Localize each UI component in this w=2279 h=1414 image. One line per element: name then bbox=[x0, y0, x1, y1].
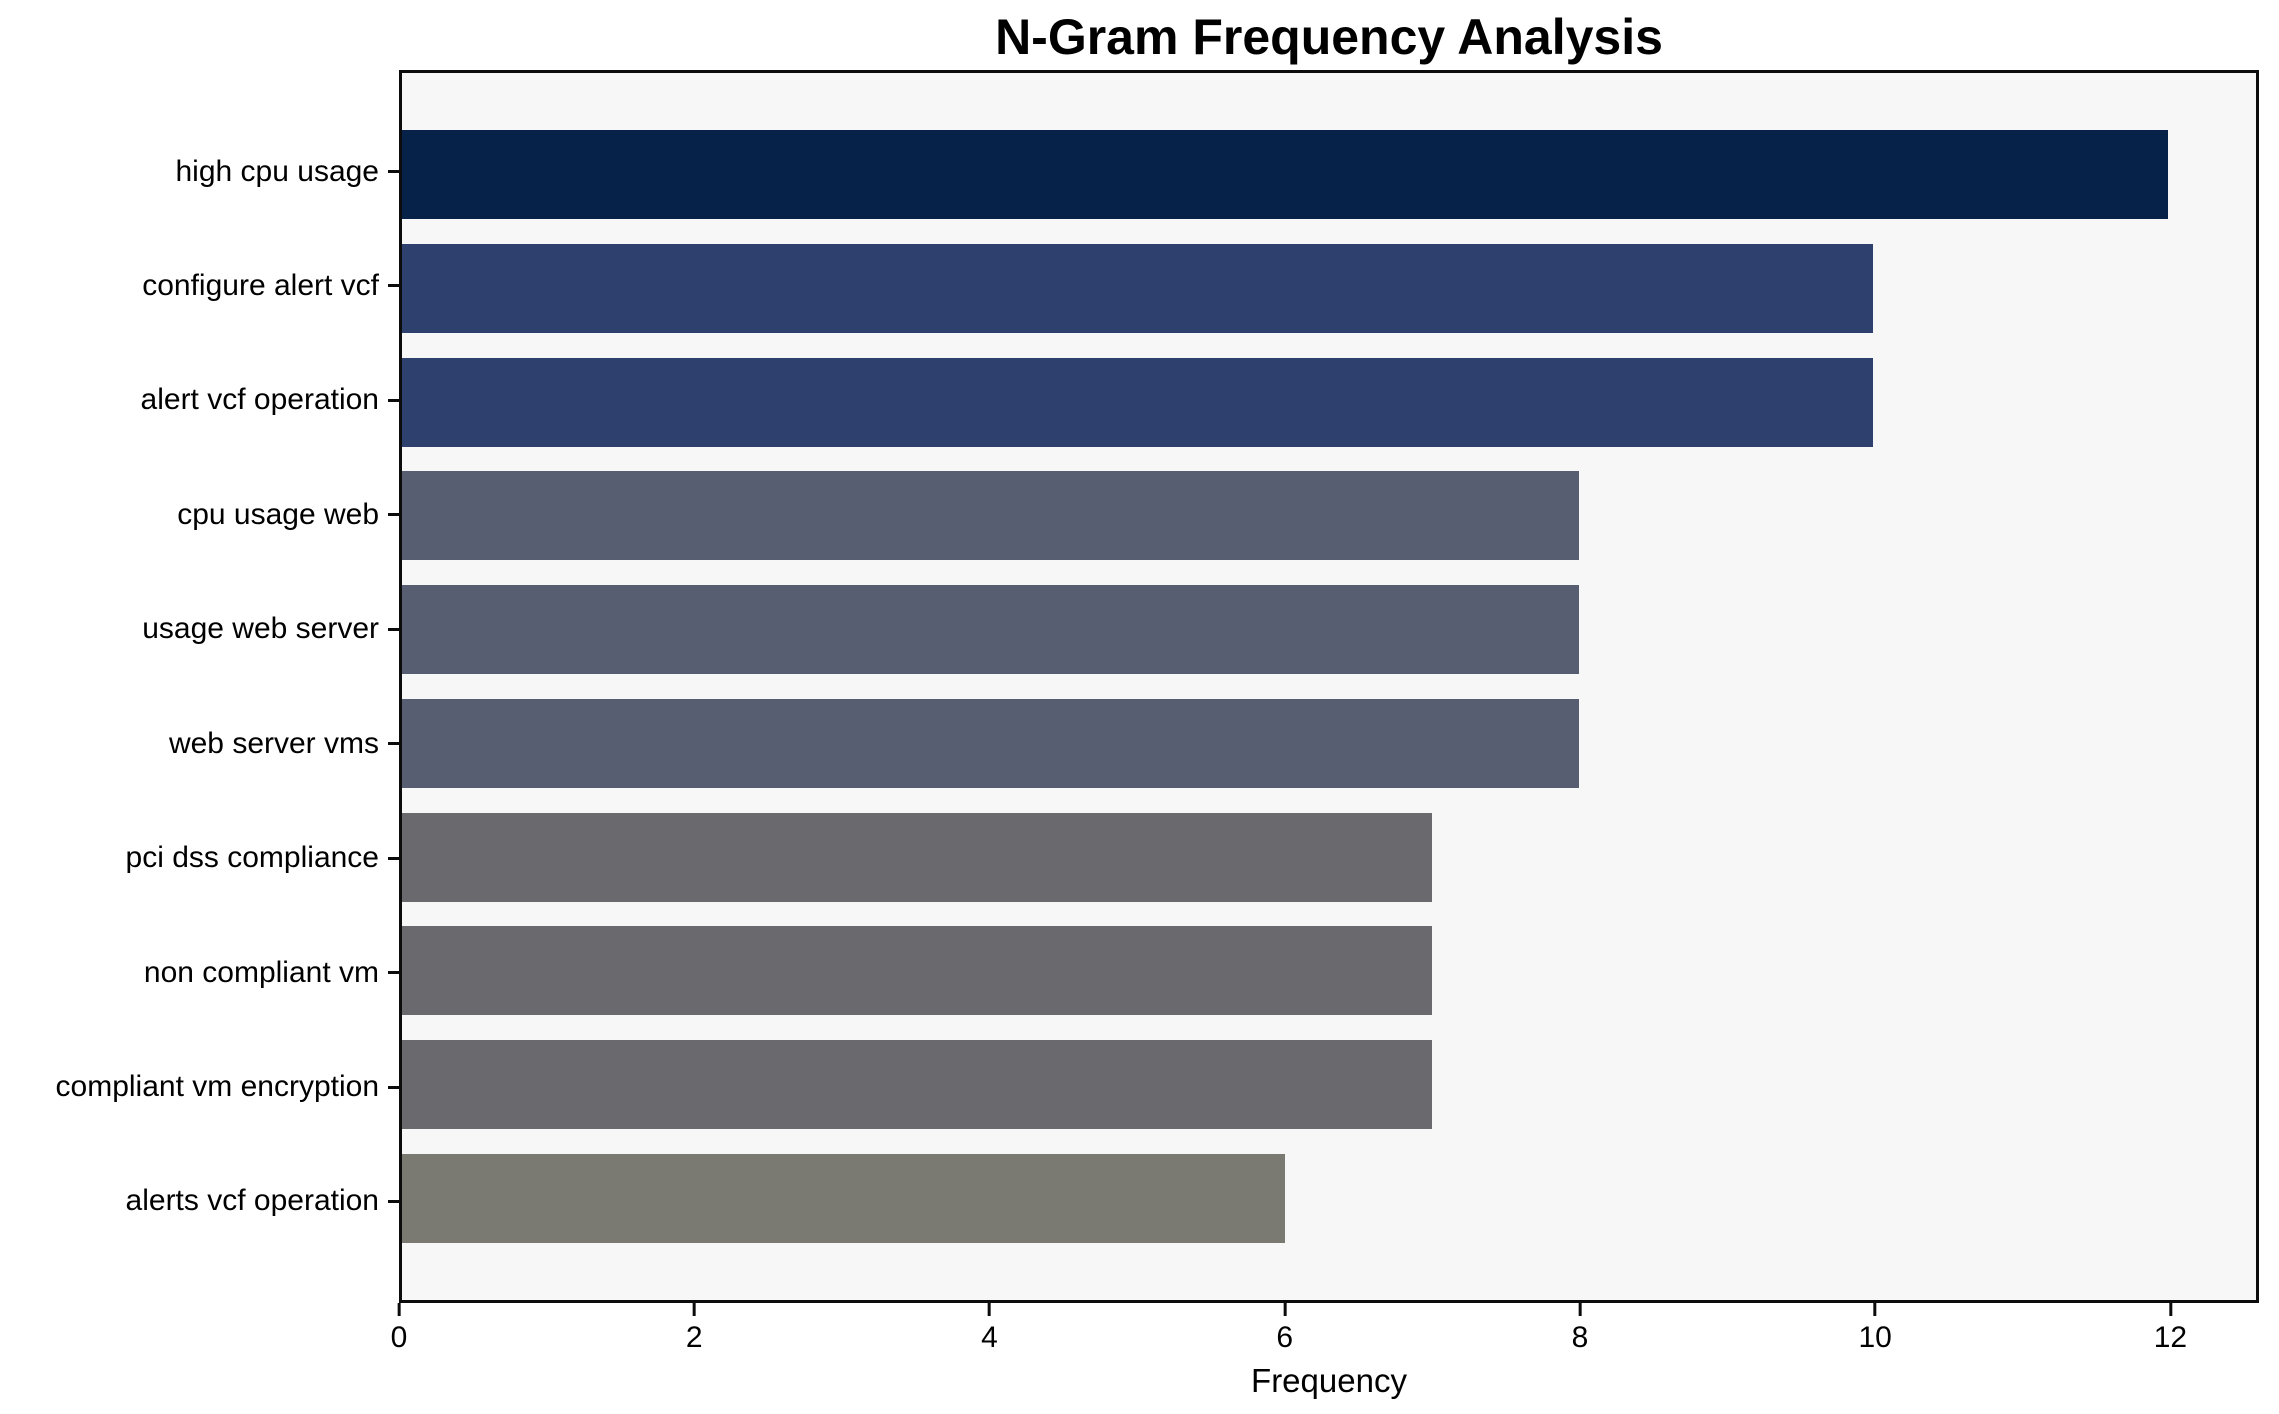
x-tick: 8 bbox=[1571, 1303, 1589, 1355]
x-tick-mark bbox=[397, 1303, 401, 1316]
y-tick-row: web server vms bbox=[0, 699, 399, 788]
x-tick-label: 8 bbox=[1571, 1321, 1589, 1354]
y-tick-mark bbox=[388, 627, 399, 631]
bar-row bbox=[402, 698, 2256, 788]
bar-row bbox=[402, 130, 2256, 219]
x-tick: 4 bbox=[981, 1303, 998, 1355]
bar bbox=[402, 698, 1580, 788]
x-tick-label: 10 bbox=[1858, 1321, 1892, 1354]
bar-row bbox=[402, 243, 2256, 333]
x-tick-mark bbox=[1578, 1303, 1582, 1316]
y-tick-mark bbox=[388, 1085, 399, 1089]
bar-row bbox=[402, 812, 2256, 902]
bar-row bbox=[402, 1153, 2256, 1243]
y-tick-row: alert vcf operation bbox=[0, 356, 399, 445]
y-tick-row: configure alert vcf bbox=[0, 241, 399, 330]
y-tick-mark bbox=[388, 398, 399, 402]
x-tick: 6 bbox=[1276, 1303, 1293, 1355]
x-tick-mark bbox=[692, 1303, 696, 1316]
plot-area bbox=[399, 70, 2259, 1303]
x-tick: 10 bbox=[1859, 1303, 1892, 1355]
y-tick-label: compliant vm encryption bbox=[55, 1070, 379, 1103]
bar bbox=[402, 357, 1874, 447]
y-tick-label: high cpu usage bbox=[175, 154, 380, 188]
bar-row bbox=[402, 471, 2256, 561]
x-tick: 2 bbox=[686, 1303, 703, 1355]
bar bbox=[402, 471, 1580, 561]
y-tick-row: non compliant vm bbox=[0, 928, 399, 1017]
y-tick-label: configure alert vcf bbox=[142, 268, 379, 302]
y-axis: high cpu usage configure alert vcf alert v… bbox=[0, 70, 399, 1303]
x-axis: 0 2 4 6 8 10 12 bbox=[391, 1303, 2259, 1365]
bar bbox=[402, 1153, 1285, 1243]
bar bbox=[402, 812, 1432, 902]
y-tick-row: pci dss compliance bbox=[0, 814, 399, 903]
y-tick-row: compliant vm encryption bbox=[0, 1043, 399, 1132]
y-tick-mark bbox=[388, 1199, 399, 1203]
y-tick-label: alert vcf operation bbox=[140, 383, 379, 417]
y-tick-row: usage web server bbox=[0, 585, 399, 674]
bar-row bbox=[402, 926, 2256, 1016]
bar-row bbox=[402, 1040, 2256, 1130]
x-tick-mark bbox=[2168, 1303, 2172, 1316]
y-tick-label: non compliant vm bbox=[143, 955, 379, 989]
y-tick-mark bbox=[388, 513, 399, 517]
x-axis-title: Frequency bbox=[1251, 1362, 1407, 1399]
y-tick-row: cpu usage web bbox=[0, 470, 399, 559]
bar-row bbox=[402, 585, 2256, 675]
y-tick-mark bbox=[388, 284, 399, 288]
y-tick-label: pci dss compliance bbox=[125, 841, 379, 875]
x-tick-mark bbox=[987, 1303, 991, 1316]
x-tick: 12 bbox=[2154, 1303, 2187, 1355]
y-tick-label: alerts vcf operation bbox=[125, 1184, 379, 1218]
chart-title: N-Gram Frequency Analysis bbox=[995, 9, 1663, 65]
y-tick-label: cpu usage web bbox=[177, 497, 379, 531]
x-tick: 0 bbox=[390, 1303, 408, 1355]
x-tick-label: 12 bbox=[2153, 1321, 2188, 1354]
x-tick-label: 6 bbox=[1276, 1321, 1294, 1354]
y-tick-row: high cpu usage bbox=[0, 127, 399, 216]
bar bbox=[402, 243, 1874, 333]
y-tick-mark bbox=[388, 742, 399, 746]
y-tick-mark bbox=[388, 971, 399, 975]
x-tick-label: 0 bbox=[390, 1321, 408, 1354]
y-tick-mark bbox=[388, 856, 399, 860]
bar bbox=[402, 926, 1432, 1016]
x-tick-label: 2 bbox=[685, 1321, 703, 1354]
y-tick-label: web server vms bbox=[168, 726, 379, 760]
bar bbox=[402, 1040, 1432, 1130]
bar bbox=[402, 585, 1580, 675]
y-tick-row: alerts vcf operation bbox=[0, 1157, 399, 1246]
bar-row bbox=[402, 357, 2256, 447]
bar bbox=[402, 130, 2168, 219]
x-tick-label: 4 bbox=[981, 1321, 998, 1354]
x-tick-mark bbox=[1873, 1303, 1877, 1316]
y-tick-label: usage web server bbox=[142, 612, 379, 646]
y-tick-mark bbox=[388, 170, 399, 173]
x-tick-mark bbox=[1283, 1303, 1287, 1316]
bars-container bbox=[402, 73, 2256, 1300]
